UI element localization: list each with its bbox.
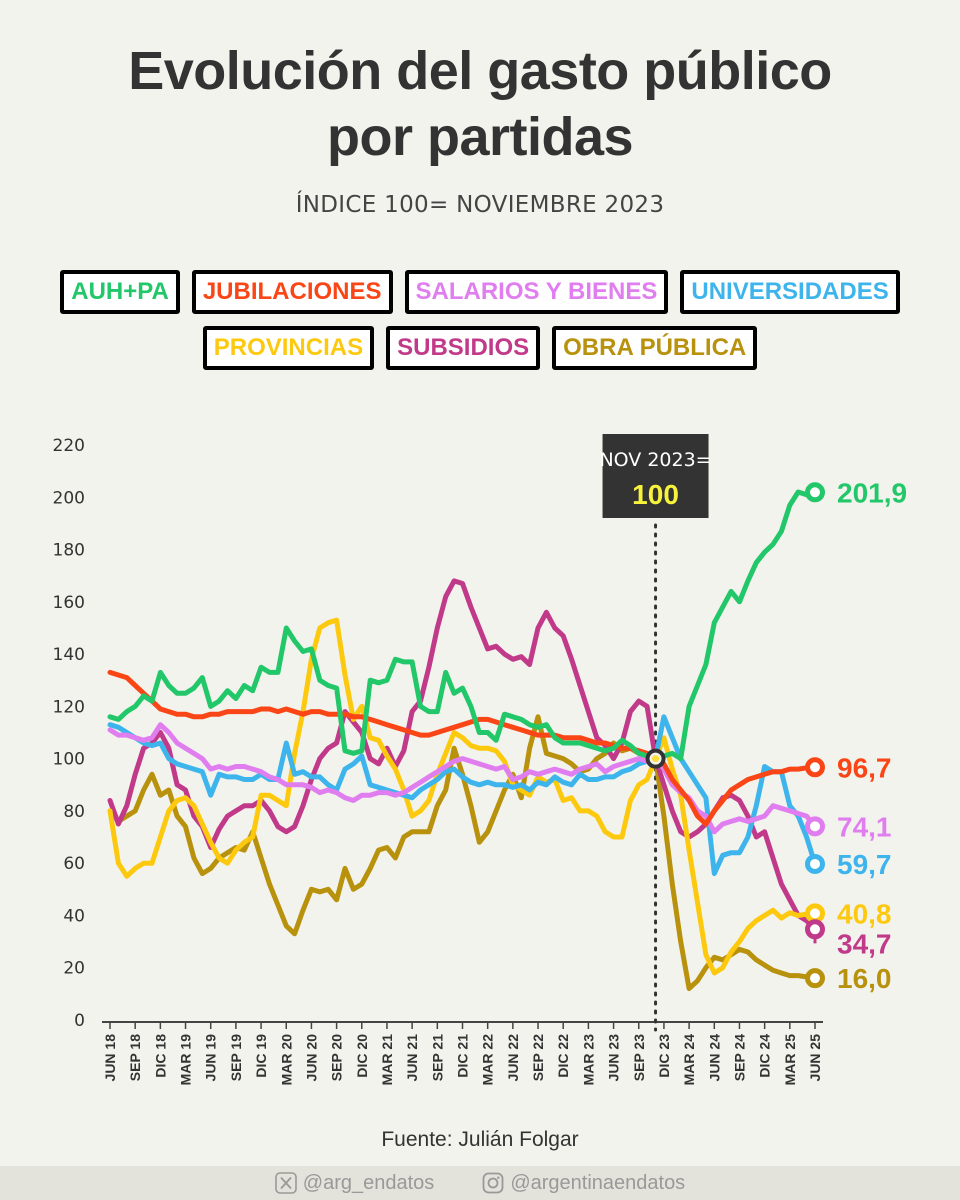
- end-value-label-auh-pa: 201,9: [837, 477, 907, 508]
- footer-bar: @arg_endatos @argentinaendatos: [0, 1166, 960, 1200]
- y-tick-label: 140: [53, 645, 85, 665]
- x-tick-label: SEP 24: [731, 1034, 747, 1081]
- legend-item-obra-publica: OBRA PÚBLICA: [552, 326, 758, 370]
- end-marker-jubilaciones: [805, 757, 825, 778]
- end-marker-subsidios: [805, 919, 825, 940]
- series-line-subsidios: [107, 578, 818, 932]
- x-tick-label: MAR 21: [379, 1034, 395, 1086]
- legend-item-salarios-y-bienes: SALARIOS Y BIENES: [404, 270, 669, 314]
- x-tick-label: SEP 22: [530, 1034, 546, 1081]
- x-tick-label: JUN 18: [102, 1034, 118, 1082]
- legend-item-universidades: UNIVERSIDADES: [680, 270, 900, 314]
- y-tick-label: 200: [53, 488, 85, 508]
- x-tick-label: DIC 19: [253, 1034, 269, 1078]
- y-tick-label: 100: [53, 750, 85, 770]
- annotation-box: [602, 434, 709, 518]
- x-tick-label: JUN 22: [505, 1034, 521, 1082]
- x-tick-label: MAR 23: [580, 1034, 596, 1086]
- x-logo-icon: [274, 1172, 297, 1194]
- end-value-label-salarios-y-bienes: 74,1: [837, 811, 892, 842]
- x-tick-label: MAR 20: [278, 1034, 294, 1086]
- y-tick-label: 60: [63, 854, 85, 874]
- legend-item-auh-pa: AUH+PA: [60, 270, 180, 314]
- x-tick-label: SEP 19: [228, 1034, 244, 1081]
- x-tick-label: DIC 22: [555, 1034, 571, 1078]
- title-line-1: Evolución del gasto público: [128, 41, 832, 101]
- instagram-handle-text: @argentinaendatos: [510, 1171, 686, 1194]
- title-line-2: por partidas: [326, 107, 634, 167]
- y-tick-label: 220: [53, 436, 85, 456]
- x-tick-label: JUN 19: [203, 1034, 219, 1082]
- y-tick-label: 0: [74, 1011, 85, 1031]
- instagram-icon: [482, 1172, 504, 1194]
- legend-row-2: PROVINCIAS SUBSIDIOS OBRA PÚBLICA: [0, 326, 960, 370]
- end-value-label-universidades: 59,7: [837, 849, 892, 880]
- x-tick-label: DIC 20: [354, 1034, 370, 1078]
- end-value-label-jubilaciones: 96,7: [837, 752, 892, 783]
- end-marker-universidades: [805, 853, 825, 874]
- x-tick-label: JUN 23: [606, 1034, 622, 1082]
- end-marker-salarios-y-bienes: [805, 816, 825, 837]
- legend-item-jubilaciones: JUBILACIONES: [191, 270, 393, 314]
- x-tick-label: DIC 18: [152, 1034, 168, 1078]
- annotation-marker-dot: [652, 755, 660, 763]
- x-tick-label: SEP 20: [329, 1034, 345, 1081]
- x-tick-label: JUN 24: [706, 1034, 722, 1082]
- x-tick-label: JUN 25: [807, 1034, 823, 1082]
- y-tick-label: 120: [53, 697, 85, 717]
- end-marker-obra-publica: [805, 968, 825, 989]
- end-marker-auh-pa: [805, 482, 825, 503]
- series-line-universidades: [107, 714, 818, 877]
- series-line-auh-pa: [107, 489, 818, 762]
- series-line-jubilaciones: [107, 669, 818, 827]
- x-tick-label: MAR 22: [480, 1034, 496, 1086]
- x-tick-label: MAR 25: [782, 1034, 798, 1086]
- x-handle[interactable]: @arg_endatos: [274, 1171, 435, 1195]
- legend-item-subsidios: SUBSIDIOS: [386, 326, 541, 370]
- source-credit: Fuente: Julián Folgar: [381, 1128, 579, 1151]
- annotation-value: 100: [632, 479, 679, 510]
- end-value-label-subsidios: 34,7: [837, 928, 892, 959]
- legend-item-provincias: PROVINCIAS: [202, 326, 375, 370]
- line-chart: 0 20 40 60 80 100 120 140 160 180 200 220 JUN 18 SEP …: [53, 434, 907, 1086]
- chart-title: Evolución del gasto público por partidas: [0, 38, 960, 170]
- y-tick-label: 80: [63, 802, 85, 822]
- y-tick-label: 20: [63, 959, 85, 979]
- y-tick-label: 40: [63, 906, 85, 926]
- x-handle-text: @arg_endatos: [302, 1171, 435, 1194]
- annotation-label: NOV 2023=: [599, 449, 711, 471]
- x-tick-label: DIC 24: [757, 1034, 773, 1078]
- x-tick-label: JUN 21: [404, 1034, 420, 1082]
- end-value-label-provincias: 40,8: [837, 898, 892, 929]
- x-tick-label: DIC 23: [656, 1034, 672, 1078]
- x-tick-label: JUN 20: [303, 1034, 319, 1082]
- x-tick-label: MAR 19: [178, 1034, 194, 1086]
- y-tick-label: 160: [53, 593, 85, 613]
- y-tick-label: 180: [53, 541, 85, 561]
- x-tick-label: SEP 23: [631, 1034, 647, 1081]
- instagram-handle[interactable]: @argentinaendatos: [482, 1172, 685, 1195]
- x-tick-label: SEP 18: [127, 1034, 143, 1081]
- x-tick-label: SEP 21: [429, 1034, 445, 1081]
- end-value-label-obra-publica: 16,0: [837, 963, 892, 994]
- chart-subtitle: ÍNDICE 100= NOVIEMBRE 2023: [295, 192, 665, 218]
- x-tick-label: DIC 21: [455, 1034, 471, 1078]
- series-line-provincias: [107, 617, 818, 976]
- legend-row-1: AUH+PA JUBILACIONES SALARIOS Y BIENES UN…: [0, 270, 960, 314]
- x-tick-label: MAR 24: [681, 1034, 697, 1086]
- end-marker-provincias: [805, 903, 825, 924]
